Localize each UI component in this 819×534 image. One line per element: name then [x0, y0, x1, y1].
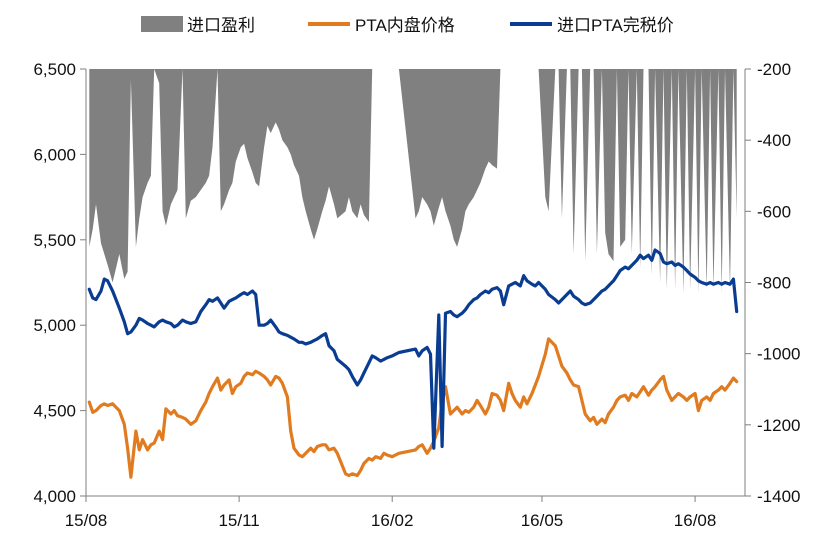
- right-axis-tick-label: -200: [757, 60, 791, 79]
- x-axis-tick-label: 15/08: [65, 511, 108, 530]
- area-layer: [89, 69, 737, 294]
- legend-label-import-profit: 进口盈利: [187, 16, 255, 35]
- axes-layer: 4,000 4,500 5,000 5,500 6,000 6,500 -1400 -1200…: [33, 60, 800, 530]
- right-axis-tick-label: -600: [757, 202, 791, 221]
- line-series-pta-domestic-price: [87, 337, 739, 479]
- right-axis-tick-label: -400: [757, 131, 791, 150]
- left-axis-tick-label: 6,000: [33, 145, 76, 164]
- right-axis-tick-label: -1000: [757, 345, 800, 364]
- x-axis-tick-label: 15/11: [218, 511, 259, 530]
- right-axis-tick-label: -1200: [757, 416, 800, 435]
- legend: 进口盈利 PTA内盘价格 进口PTA完税价: [141, 16, 674, 35]
- line-layer: [87, 248, 739, 479]
- x-axis-tick-label: 16/08: [674, 511, 717, 530]
- legend-item-import-profit: 进口盈利: [141, 16, 255, 35]
- legend-swatch-import-profit: [141, 16, 183, 32]
- legend-label-pta-domestic-price: PTA内盘价格: [355, 16, 455, 35]
- legend-label-import-pta-price: 进口PTA完税价: [557, 16, 674, 35]
- left-axis-tick-label: 4,500: [33, 402, 76, 421]
- right-axis-tick-label: -1400: [757, 487, 800, 506]
- legend-item-import-pta-price: 进口PTA完税价: [510, 16, 674, 35]
- left-axis-tick-label: 6,500: [33, 60, 76, 79]
- left-axis-tick-label: 4,000: [33, 487, 76, 506]
- x-axis-tick-label: 16/05: [521, 511, 564, 530]
- left-axis-tick-label: 5,500: [33, 231, 76, 250]
- area-series-import-profit: [89, 69, 737, 294]
- legend-item-pta-domestic-price: PTA内盘价格: [308, 16, 455, 35]
- left-axis-tick-label: 5,000: [33, 316, 76, 335]
- line-series-import-pta-price: [87, 248, 739, 450]
- right-axis-tick-label: -800: [757, 274, 791, 293]
- x-axis-tick-label: 16/02: [371, 511, 414, 530]
